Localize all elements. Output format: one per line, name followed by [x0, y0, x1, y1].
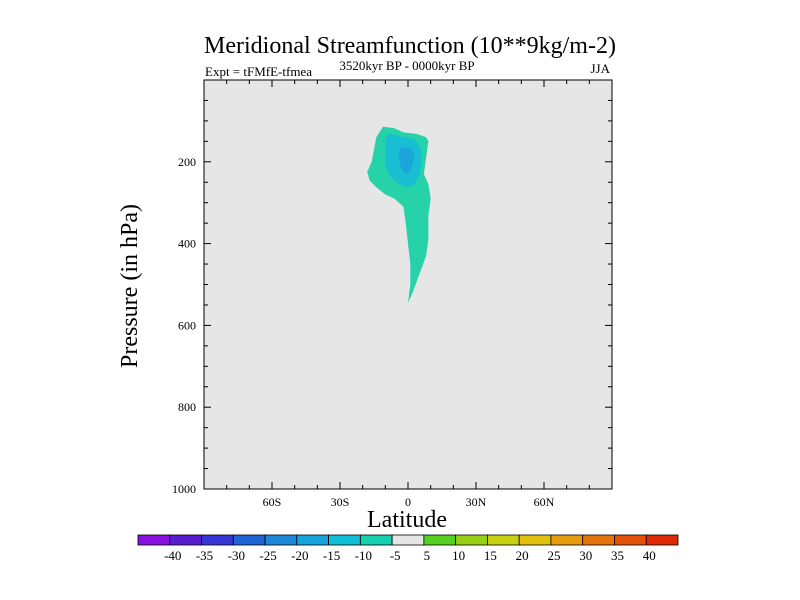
colorbar-label-15: 35 — [611, 548, 624, 563]
colorbar-box-16 — [614, 534, 647, 546]
colorbar-label-8: -5 — [390, 548, 401, 563]
x-axis-label: Latitude — [367, 507, 447, 533]
x-tick-label-1: 60S — [263, 495, 282, 509]
contour-region-3 — [398, 147, 415, 175]
x-tick-label-2: 30S — [331, 495, 350, 509]
y-axis-ticks: 200 400 600 800 1000 — [172, 155, 612, 496]
colorbar-label-13: 25 — [547, 548, 560, 563]
colorbar-box-2 — [169, 534, 202, 546]
y-tick-label-4: 800 — [178, 400, 196, 414]
colorbar-box-17 — [645, 534, 679, 546]
contour-regions — [367, 126, 431, 303]
colorbar-box-15 — [582, 534, 615, 546]
colorbar-label-11: 15 — [484, 548, 497, 563]
colorbar-label-16: 40 — [643, 548, 656, 563]
colorbar-box-14 — [550, 534, 584, 546]
colorbar-label-5: -20 — [291, 548, 308, 563]
colorbar-label-6: -15 — [323, 548, 340, 563]
colorbar-label-2: -35 — [196, 548, 213, 563]
minor-ticks — [204, 80, 612, 489]
x-tick-label-3: 0 — [405, 495, 411, 509]
colorbar-label-14: 30 — [579, 548, 592, 563]
y-tick-label-1: 200 — [178, 155, 196, 169]
colorbar-box-5 — [264, 534, 298, 546]
x-tick-label-4: 30N — [466, 495, 487, 509]
colorbar-box-12 — [487, 534, 520, 546]
season-label: JJA — [590, 61, 610, 76]
y-tick-label-5: 1000 — [172, 482, 196, 496]
colorbar-box-10 — [423, 534, 457, 546]
period-label: 3520kyr BP - 0000kyr BP — [339, 58, 474, 73]
colorbar-label-9: 5 — [424, 548, 431, 563]
colorbar-box-4 — [232, 534, 266, 546]
x-axis-ticks: 60S 30S 0 30N 60N — [263, 80, 555, 509]
colorbar-box-7 — [328, 534, 361, 546]
colorbar-label-10: 10 — [452, 548, 465, 563]
colorbar-box-9 — [391, 534, 425, 546]
expt-label: Expt = tFMfE-tfmea — [205, 64, 312, 79]
colorbar-box-6 — [296, 534, 329, 546]
colorbar: -40 -35 -30 -25 -20 -15 -10 -5 5 10 15 20 25 30 35 40 — [137, 534, 679, 563]
chart-title: Meridional Streamfunction (10**9kg/m-2) — [204, 33, 616, 59]
colorbar-label-4: -25 — [259, 548, 276, 563]
y-tick-label-2: 400 — [178, 237, 196, 251]
colorbar-label-1: -40 — [164, 548, 181, 563]
colorbar-label-7: -10 — [355, 548, 372, 563]
colorbar-box-8 — [359, 534, 393, 546]
colorbar-box-11 — [455, 534, 488, 546]
colorbar-box-1 — [137, 534, 171, 546]
colorbar-box-13 — [518, 534, 552, 546]
y-tick-label-3: 600 — [178, 318, 196, 332]
y-axis-label: Pressure (in hPa) — [117, 204, 143, 368]
colorbar-label-3: -30 — [228, 548, 245, 563]
colorbar-box-3 — [201, 534, 234, 546]
x-tick-label-5: 60N — [534, 495, 555, 509]
colorbar-label-12: 20 — [516, 548, 529, 563]
